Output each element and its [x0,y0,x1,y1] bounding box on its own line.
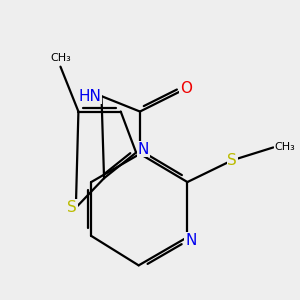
Text: N: N [185,233,196,248]
Text: S: S [68,200,77,215]
Text: S: S [227,153,237,168]
Text: N: N [137,142,149,157]
Text: CH₃: CH₃ [275,142,296,152]
Text: CH₃: CH₃ [50,53,71,63]
Text: O: O [180,81,192,96]
Text: HN: HN [79,89,101,104]
